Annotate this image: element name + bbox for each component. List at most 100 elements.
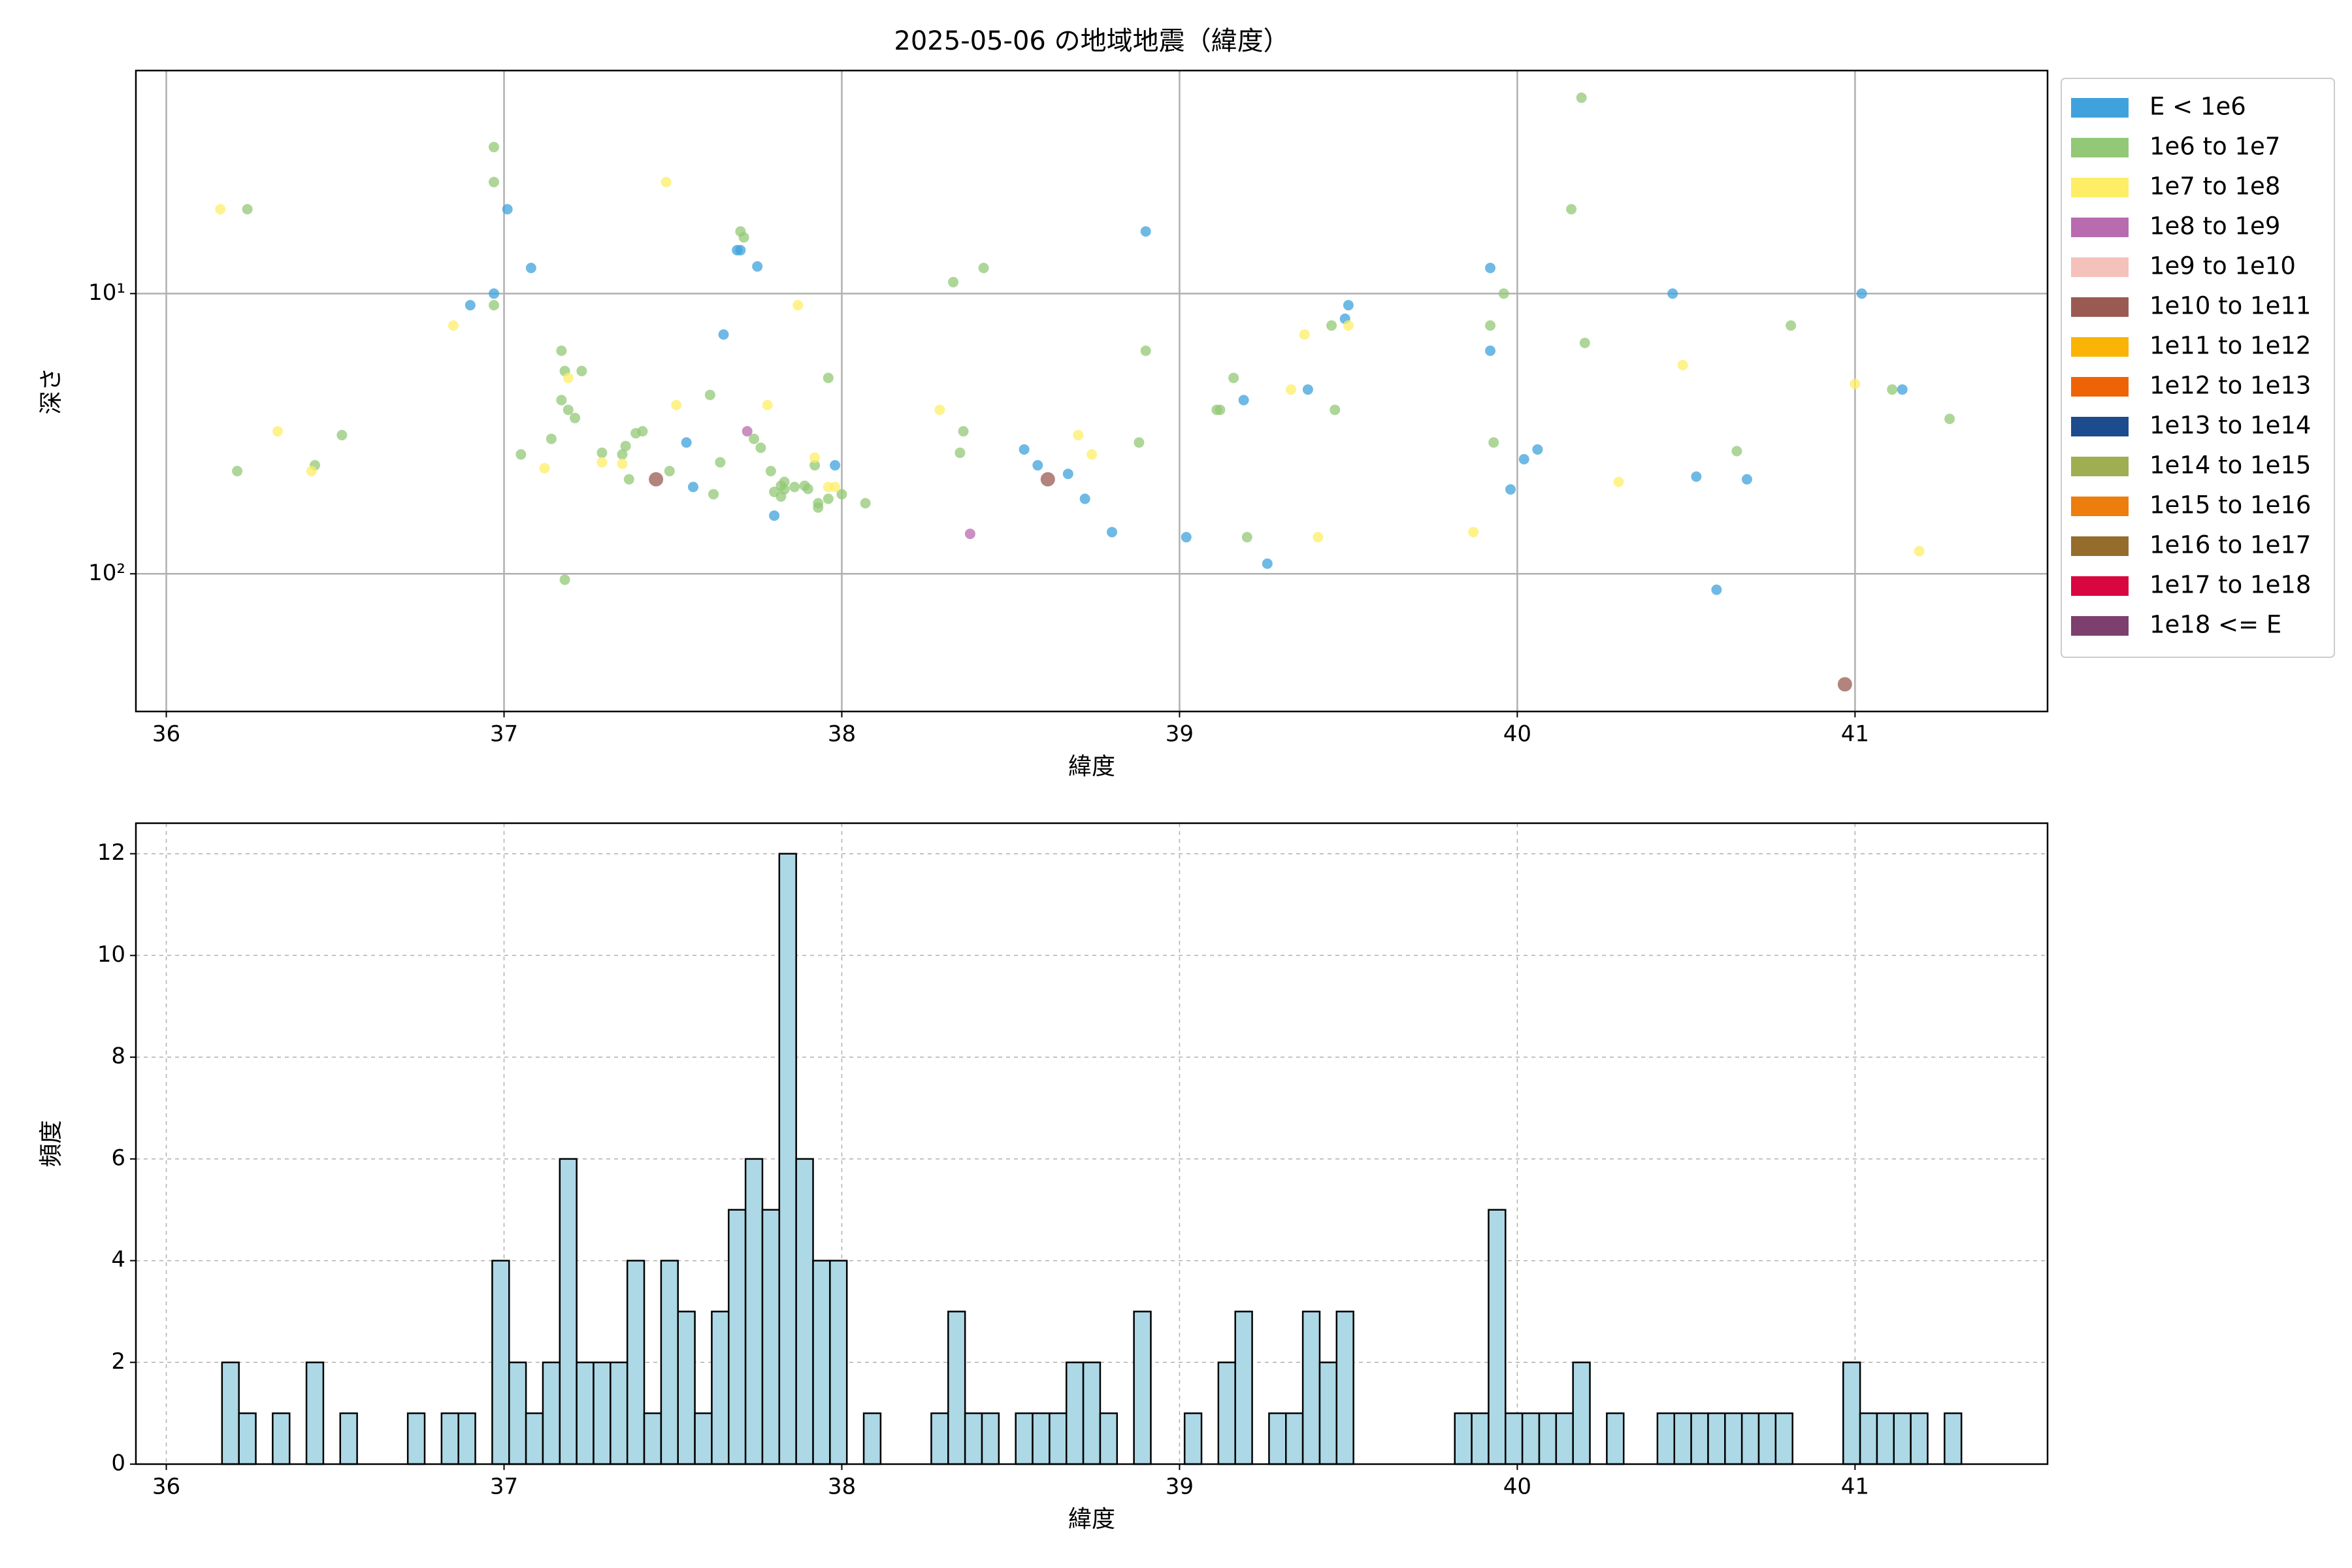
point xyxy=(1228,372,1239,384)
point xyxy=(1856,288,1867,299)
point xyxy=(661,176,672,188)
point xyxy=(765,466,776,477)
point xyxy=(1532,444,1543,455)
point xyxy=(1326,320,1337,331)
point xyxy=(958,426,969,437)
point xyxy=(306,466,317,477)
point xyxy=(515,449,527,460)
point xyxy=(687,482,698,493)
point xyxy=(823,493,834,504)
y-tick-label: 2 xyxy=(111,1348,125,1375)
bar xyxy=(1555,1412,1574,1465)
bar xyxy=(339,1412,358,1465)
point xyxy=(769,510,780,521)
bar xyxy=(576,1362,595,1465)
point xyxy=(1518,453,1529,465)
bar xyxy=(1893,1412,1912,1465)
bar xyxy=(1606,1412,1625,1465)
bar xyxy=(626,1260,645,1465)
point xyxy=(1488,437,1499,448)
legend-swatch xyxy=(2071,616,2129,636)
point xyxy=(681,437,692,448)
bar xyxy=(930,1412,949,1465)
point xyxy=(1887,384,1898,395)
point xyxy=(664,466,675,477)
point xyxy=(813,502,824,513)
bar xyxy=(1842,1362,1861,1465)
bar xyxy=(677,1311,696,1465)
bar xyxy=(778,853,797,1465)
x-tick-label: 40 xyxy=(1503,721,1531,747)
point xyxy=(1140,226,1151,237)
bar xyxy=(1065,1362,1085,1465)
y-tick-label: 0 xyxy=(111,1450,125,1477)
point xyxy=(1019,444,1030,455)
bar xyxy=(1285,1412,1304,1465)
y-tick-label: 10 xyxy=(97,941,125,968)
legend-swatch xyxy=(2071,457,2129,476)
point xyxy=(1944,414,1955,425)
point xyxy=(830,460,841,471)
point xyxy=(1107,527,1118,538)
x-tick-label: 38 xyxy=(828,721,856,747)
bar xyxy=(272,1412,291,1465)
point xyxy=(779,476,790,487)
bar xyxy=(1673,1412,1692,1465)
bar xyxy=(559,1158,578,1465)
point xyxy=(1468,527,1479,538)
bar xyxy=(1944,1412,1963,1465)
point xyxy=(789,482,800,493)
bar xyxy=(1268,1412,1287,1465)
point xyxy=(546,433,557,444)
bar xyxy=(1301,1311,1321,1465)
bar xyxy=(440,1412,459,1465)
point xyxy=(776,491,787,502)
legend-swatch xyxy=(2071,377,2129,397)
bar xyxy=(1032,1412,1051,1465)
y-tick-label: 4 xyxy=(111,1247,125,1273)
point xyxy=(623,474,634,485)
point xyxy=(559,574,570,585)
point xyxy=(1897,384,1908,395)
point xyxy=(1566,204,1577,215)
legend-label: 1e16 to 1e17 xyxy=(2149,531,2311,559)
bar xyxy=(1217,1362,1236,1465)
point xyxy=(1299,329,1310,340)
bar xyxy=(593,1362,612,1465)
point xyxy=(488,142,499,153)
point xyxy=(948,276,959,287)
point xyxy=(1215,404,1226,416)
x-tick-label: 41 xyxy=(1841,721,1869,747)
point xyxy=(1343,320,1354,331)
bar xyxy=(1910,1412,1929,1465)
y-tick-label: 10¹ xyxy=(88,280,125,306)
bar xyxy=(1656,1412,1676,1465)
y-axis-label: 深さ xyxy=(38,367,65,414)
legend-box xyxy=(2061,78,2335,658)
point xyxy=(934,404,945,416)
bar xyxy=(744,1158,764,1465)
bar xyxy=(981,1412,1000,1465)
legend-label: 1e8 to 1e9 xyxy=(2149,212,2280,240)
point xyxy=(860,498,871,509)
bar xyxy=(1133,1311,1152,1465)
bar xyxy=(1521,1412,1541,1465)
bar xyxy=(508,1362,527,1465)
point xyxy=(465,300,476,311)
bar xyxy=(761,1209,781,1465)
x-tick-label: 37 xyxy=(490,1474,518,1500)
point xyxy=(1711,584,1722,595)
point xyxy=(232,466,243,477)
bar xyxy=(829,1260,848,1465)
point xyxy=(1181,532,1192,543)
legend-swatch xyxy=(2071,536,2129,556)
bar xyxy=(947,1311,966,1465)
point xyxy=(215,204,226,215)
point xyxy=(596,457,608,468)
bar xyxy=(660,1260,679,1465)
point xyxy=(649,472,664,487)
point xyxy=(1731,446,1742,457)
bar xyxy=(1082,1362,1102,1465)
point xyxy=(1062,468,1073,480)
legend-label: 1e18 <= E xyxy=(2149,611,2281,639)
